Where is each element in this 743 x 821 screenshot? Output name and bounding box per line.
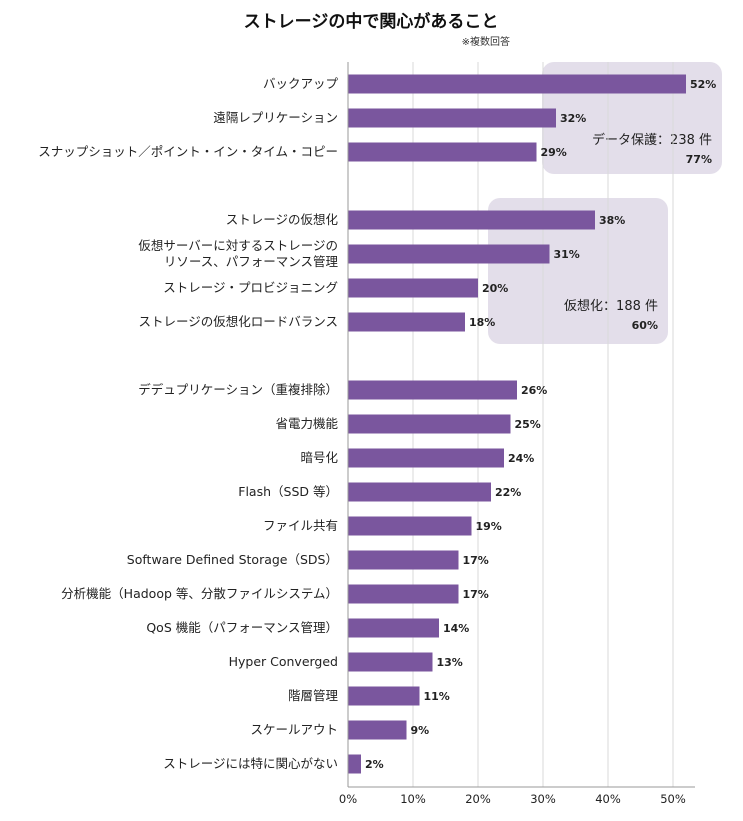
bar-value-label: 38%	[599, 214, 625, 227]
category-label: 遠隔レプリケーション	[213, 110, 338, 125]
bar	[348, 448, 504, 468]
x-tick-label: 30%	[530, 792, 556, 806]
bar	[348, 482, 491, 502]
bar-value-label: 26%	[521, 384, 547, 397]
bar	[348, 652, 433, 672]
group-annotation-label: 仮想化：188 件	[564, 298, 658, 314]
bar	[348, 108, 556, 128]
bar	[348, 754, 361, 774]
bar-value-label: 17%	[463, 588, 489, 601]
category-label: Hyper Converged	[229, 654, 338, 669]
category-label: ストレージには特に関心がない	[163, 756, 338, 771]
group-annotation-label: データ保護：238 件	[592, 132, 712, 148]
bar	[348, 312, 465, 332]
bar	[348, 720, 407, 740]
category-label: 省電力機能	[275, 416, 338, 431]
bars-layer: 52% バックアップ 32% 遠隔レプリケーション 29% スナップショット／ポイント・イ…	[38, 74, 716, 774]
bar	[348, 516, 472, 536]
x-tick-label: 40%	[595, 792, 621, 806]
x-tick-label: 0%	[339, 792, 357, 806]
annotation-layer: データ保護：238 件 77% 仮想化：188 件 60%	[488, 62, 722, 344]
bar-value-label: 20%	[482, 282, 508, 295]
category-label: バックアップ	[263, 76, 339, 91]
category-label: QoS 機能（パフォーマンス管理）	[146, 620, 338, 635]
bar-value-label: 29%	[541, 146, 567, 159]
category-label: ストレージの仮想化ロードバランス	[138, 314, 338, 329]
bar	[348, 210, 595, 230]
category-label: Flash（SSD 等）	[238, 484, 338, 499]
category-label: デデュプリケーション（重複排除）	[138, 382, 338, 397]
bar	[348, 74, 686, 94]
bar	[348, 584, 459, 604]
x-tick-label: 50%	[660, 792, 686, 806]
category-label: 階層管理	[288, 688, 339, 703]
category-label: スナップショット／ポイント・イン・タイム・コピー	[38, 144, 338, 159]
bar	[348, 244, 550, 264]
bar-value-label: 13%	[437, 656, 463, 669]
bar-value-label: 32%	[560, 112, 586, 125]
bar-value-label: 18%	[469, 316, 495, 329]
x-tick-label: 20%	[465, 792, 491, 806]
bar-value-label: 14%	[443, 622, 469, 635]
bar	[348, 380, 517, 400]
x-tick-label: 10%	[400, 792, 426, 806]
bar-value-label: 25%	[515, 418, 541, 431]
bar	[348, 618, 439, 638]
category-label: 暗号化	[300, 450, 338, 465]
bar-value-label: 19%	[476, 520, 502, 533]
x-axis: 0% 10% 20% 30% 40% 50%	[339, 62, 695, 806]
group-annotation-box	[488, 198, 668, 344]
bar-value-label: 24%	[508, 452, 534, 465]
group-annotation-value: 77%	[686, 153, 712, 166]
category-label: 仮想サーバーに対するストレージのリソース、パフォーマンス管理	[138, 238, 338, 269]
category-label: スケールアウト	[250, 722, 338, 737]
bar-value-label: 22%	[495, 486, 521, 499]
category-label: ストレージ・プロビジョニング	[163, 280, 338, 295]
category-label: 分析機能（Hadoop 等、分散ファイルシステム）	[61, 586, 338, 601]
bar	[348, 142, 537, 162]
bar	[348, 414, 511, 434]
category-label: Software Defined Storage（SDS）	[127, 552, 338, 567]
chart-note: ※複数回答	[462, 35, 510, 48]
bar-value-label: 9%	[411, 724, 430, 737]
category-label: ファイル共有	[263, 518, 338, 533]
bar-value-label: 52%	[690, 78, 716, 91]
group-annotation-value: 60%	[632, 319, 658, 332]
chart-title: ストレージの中で関心があること	[244, 11, 499, 32]
bar	[348, 550, 459, 570]
bar	[348, 278, 478, 298]
bar	[348, 686, 420, 706]
bar-value-label: 17%	[463, 554, 489, 567]
category-label: ストレージの仮想化	[226, 212, 339, 227]
bar-value-label: 11%	[424, 690, 450, 703]
bar-value-label: 31%	[554, 248, 580, 261]
bar-value-label: 2%	[365, 758, 384, 771]
